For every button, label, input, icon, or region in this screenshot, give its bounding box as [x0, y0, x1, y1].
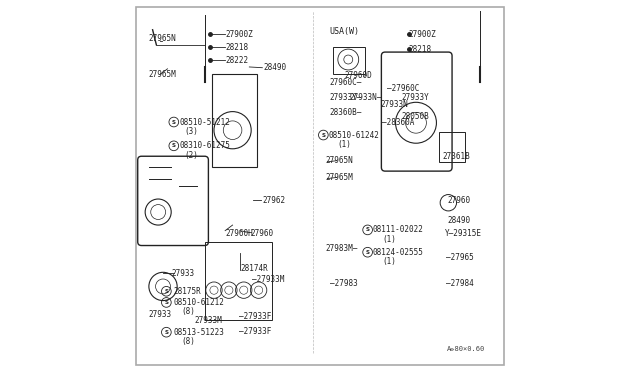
Text: —27933F: —27933F	[239, 327, 271, 336]
Text: —27933M: —27933M	[252, 275, 285, 284]
Text: 28218: 28218	[226, 43, 249, 52]
Text: 27361B: 27361B	[443, 153, 470, 161]
Text: S: S	[365, 227, 370, 232]
Text: 27965N: 27965N	[326, 156, 353, 165]
Text: 28050B: 28050B	[401, 112, 429, 121]
Bar	[333, 46, 365, 74]
Text: 27900Z: 27900Z	[226, 30, 253, 39]
Text: USA(W): USA(W)	[330, 27, 359, 36]
Text: 28360B—: 28360B—	[330, 108, 362, 117]
Text: 27960: 27960	[447, 196, 470, 205]
Text: (1): (1)	[338, 140, 352, 149]
Text: —27933F: —27933F	[239, 312, 271, 321]
Text: S: S	[321, 132, 325, 138]
Bar	[212, 74, 257, 167]
Text: 27962: 27962	[262, 196, 285, 205]
Text: 27933: 27933	[149, 310, 172, 319]
Text: (3): (3)	[184, 127, 198, 136]
Text: 28175R: 28175R	[173, 287, 201, 296]
Text: S: S	[164, 300, 168, 305]
Text: 27933M: 27933M	[195, 316, 222, 325]
Text: 27933Y—: 27933Y—	[330, 93, 362, 102]
Text: S: S	[172, 119, 176, 125]
Text: S: S	[172, 143, 176, 148]
Text: 28174R: 28174R	[240, 264, 268, 273]
Text: 27933N: 27933N	[381, 100, 408, 109]
Text: —27965: —27965	[445, 253, 474, 262]
Text: 27960: 27960	[250, 229, 273, 238]
Text: 27933Y: 27933Y	[402, 93, 429, 102]
Text: 08111-02022: 08111-02022	[373, 225, 424, 234]
Text: 27933N—: 27933N—	[349, 93, 381, 102]
Text: 28490: 28490	[447, 216, 470, 225]
Text: —27984: —27984	[445, 279, 474, 288]
Text: (1): (1)	[383, 235, 396, 244]
Text: 08510-51212: 08510-51212	[179, 118, 230, 126]
Text: 27965M: 27965M	[326, 173, 353, 182]
Text: (8): (8)	[181, 337, 195, 346]
Text: 28218: 28218	[408, 45, 431, 54]
Text: 27960C—: 27960C—	[330, 78, 362, 87]
Text: 08510-61242: 08510-61242	[328, 131, 379, 140]
Text: S: S	[164, 330, 168, 335]
Text: (8): (8)	[181, 307, 195, 316]
Text: 08310-61275: 08310-61275	[179, 141, 230, 150]
Text: 28490: 28490	[263, 63, 286, 72]
Text: 27965N: 27965N	[149, 34, 177, 43]
Text: 08513-51223: 08513-51223	[173, 328, 224, 337]
Text: 27900Z: 27900Z	[408, 30, 436, 39]
Text: S: S	[365, 250, 370, 255]
Text: 27933: 27933	[172, 269, 195, 278]
Bar	[439, 132, 465, 162]
Text: Y—29315E: Y—29315E	[445, 229, 482, 238]
Bar	[205, 242, 271, 320]
Text: (2): (2)	[184, 151, 198, 160]
Text: —27983: —27983	[330, 279, 358, 288]
Text: 27960H: 27960H	[225, 229, 253, 238]
Text: 08510-61212: 08510-61212	[173, 298, 224, 307]
Text: A✏80×0.60: A✏80×0.60	[447, 346, 484, 352]
Text: —27960C: —27960C	[387, 84, 419, 93]
Text: 27983M—: 27983M—	[326, 244, 358, 253]
Text: S: S	[164, 289, 168, 294]
Text: 08124-02555: 08124-02555	[373, 248, 424, 257]
Text: 28222: 28222	[226, 56, 249, 65]
Text: 27965M: 27965M	[149, 70, 177, 79]
Text: 27960D: 27960D	[344, 71, 372, 80]
Text: (1): (1)	[383, 257, 396, 266]
Text: —28360A: —28360A	[383, 118, 415, 126]
